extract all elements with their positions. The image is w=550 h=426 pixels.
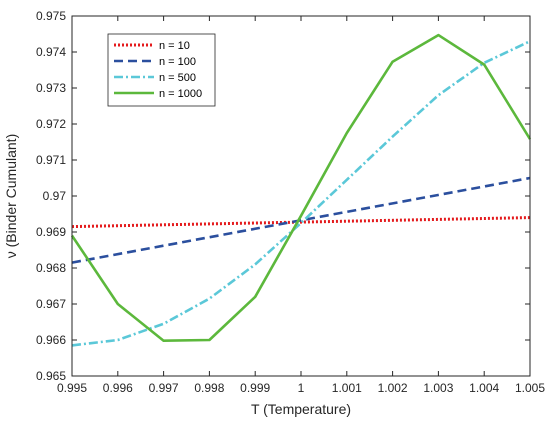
legend-label: n = 100 — [159, 56, 196, 68]
x-tick-label: 0.999 — [240, 381, 270, 395]
x-tick-label: 0.996 — [103, 381, 133, 395]
series-line-3 — [71, 40, 531, 347]
y-tick-label: 0.969 — [36, 225, 66, 239]
y-tick-label: 0.972 — [36, 117, 66, 131]
y-tick-label: 0.975 — [36, 9, 66, 23]
x-tick-label: 1.002 — [378, 381, 408, 395]
x-axis-title: T (Temperature) — [251, 401, 351, 417]
axis-ticks — [71, 15, 531, 377]
y-tick-label: 0.974 — [36, 45, 66, 59]
x-tick-label: 1.003 — [423, 381, 453, 395]
x-tick-label: 1.001 — [332, 381, 362, 395]
y-tick-label: 0.971 — [36, 153, 66, 167]
x-tick-label: 1 — [298, 381, 305, 395]
y-tick-labels: 0.965 0.966 0.967 0.968 0.969 0.97 0.971 0.972 0… — [36, 9, 66, 383]
y-tick-label: 0.966 — [36, 333, 66, 347]
x-tick-label: 1.004 — [469, 381, 499, 395]
series-line-1 — [71, 216, 531, 229]
y-tick-label: 0.97 — [43, 189, 67, 203]
x-tick-label: 0.995 — [57, 381, 87, 395]
y-tick-label: 0.965 — [36, 369, 66, 383]
x-tick-labels: 0.995 0.996 0.997 0.998 0.999 1 1.001 1.002 1.00… — [57, 381, 545, 395]
y-axis-title: ν (Binder Cumulant) — [3, 134, 19, 259]
legend: n = 10 n = 100 n = 500 n = 1000 — [107, 33, 216, 107]
x-tick-label: 0.998 — [194, 381, 224, 395]
y-tick-label: 0.967 — [36, 297, 66, 311]
x-tick-label: 0.997 — [149, 381, 179, 395]
y-tick-label: 0.973 — [36, 81, 66, 95]
legend-label: n = 1000 — [159, 88, 202, 100]
x-tick-label: 1.005 — [515, 381, 545, 395]
series-line-4 — [70, 33, 532, 343]
y-tick-label: 0.968 — [36, 261, 66, 275]
series-lines — [70, 33, 532, 347]
legend-label: n = 500 — [159, 72, 196, 84]
series-line-2 — [71, 176, 531, 264]
legend-label: n = 10 — [159, 40, 190, 52]
